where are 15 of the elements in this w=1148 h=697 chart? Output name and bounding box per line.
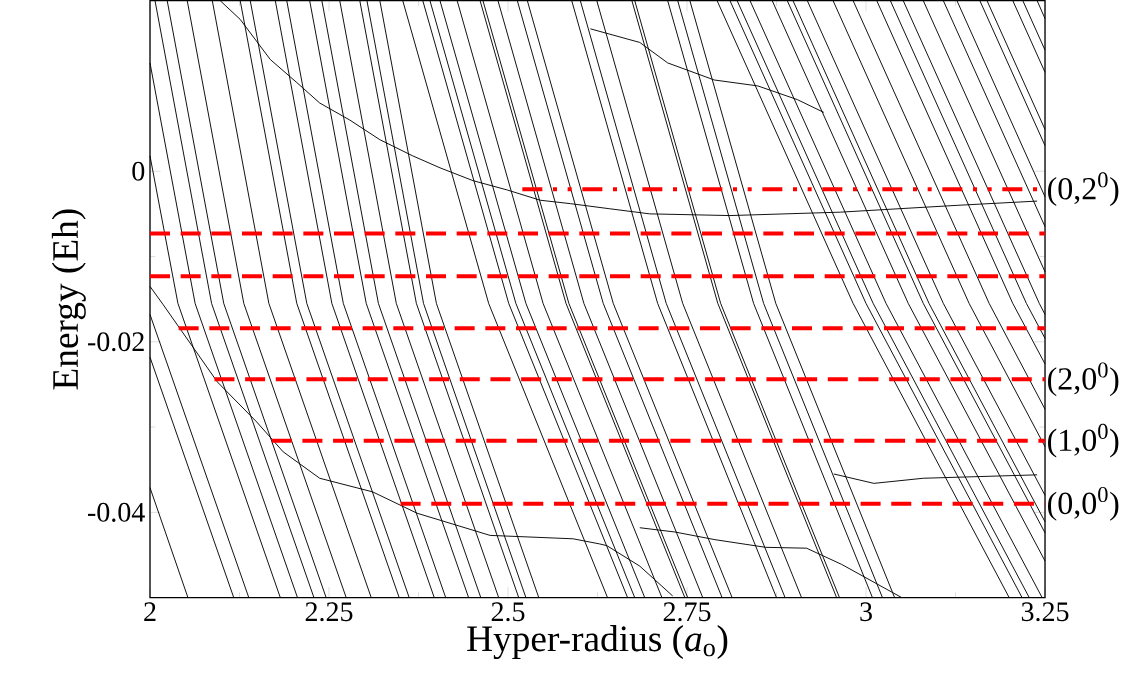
x-tick-label: 2 (144, 602, 156, 622)
y-tick-label: -0.02 (88, 332, 144, 352)
series-label: (0,0$^{0}$) (1048, 487, 1119, 521)
x-tick-label: 3 (860, 602, 872, 622)
x-tick-label: 2.75 (663, 602, 711, 622)
y-tick-label: 0 (132, 161, 145, 181)
x-tick-label: 2.25 (305, 602, 353, 622)
series-label: (2,0$^{0}$) (1048, 362, 1119, 397)
x-tick-label: 3.25 (1021, 602, 1069, 622)
series-label: (1,0$^{0}$) (1048, 424, 1119, 458)
series-label: (0,2$^{0}$) (1048, 172, 1119, 207)
x-tick-label: 2.5 (491, 602, 525, 622)
y-axis-title: Energy (Eh) (51, 209, 86, 390)
x-axis-title: Hyper-radius (a$_{o}$) (467, 625, 728, 660)
y-tick-label: -0.04 (88, 503, 145, 523)
